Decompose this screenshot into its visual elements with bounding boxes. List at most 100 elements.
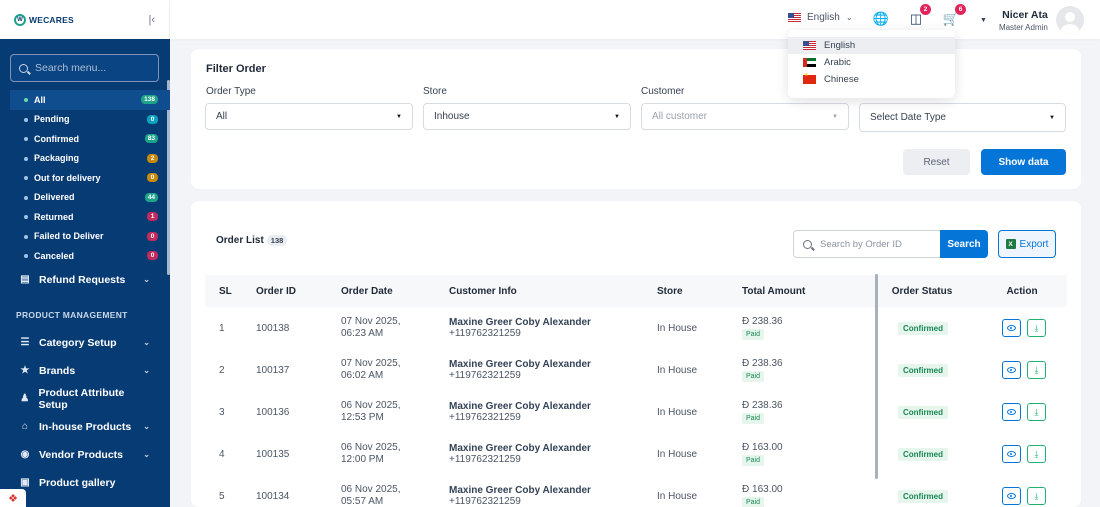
download-button[interactable]: ⤓ [1027, 445, 1046, 463]
sidebar-item-status[interactable]: All 138 [10, 90, 170, 110]
customer-name[interactable]: Maxine Greer Coby Alexander [449, 443, 591, 454]
sidebar-item-status[interactable]: Pending 0 [10, 110, 170, 130]
sidebar-item-label: Out for delivery [34, 172, 101, 183]
order-status-badge: Confirmed [898, 363, 948, 377]
download-button[interactable]: ⤓ [1027, 487, 1046, 505]
table-row: 3 100136 06 Nov 2025, 12:53 PM Maxine Greer … [205, 391, 1067, 433]
view-button[interactable] [1002, 319, 1021, 337]
sidebar-item-status[interactable]: Returned 1 [10, 207, 170, 227]
order-time: 06:23 AM [341, 328, 384, 339]
store-cell: In House [657, 322, 698, 334]
order-id-cell[interactable]: 100137 [256, 364, 290, 376]
order-date-cell: 06 Nov 2025, 05:57 AM [341, 475, 449, 507]
sidebar-item-status[interactable]: Failed to Deliver 0 [10, 227, 170, 247]
brand-name: WECARES [29, 14, 74, 25]
order-status-badge: Confirmed [898, 405, 948, 419]
messages-icon[interactable]: ◫ 2 [908, 4, 931, 27]
store-label: Store [423, 86, 447, 97]
order-count-badge: 138 [266, 235, 288, 246]
user-role: Master Admin [998, 22, 1048, 32]
customer-name[interactable]: Maxine Greer Coby Alexander [449, 485, 591, 496]
column-header: SL [219, 285, 232, 297]
language-option[interactable]: Arabic [788, 54, 955, 71]
language-option[interactable]: Chinese [788, 71, 955, 88]
store-select[interactable]: Inhouse ▼ [423, 103, 631, 130]
download-icon: ⤓ [1034, 448, 1039, 459]
view-button[interactable] [1002, 361, 1021, 379]
user-menu[interactable]: ▼ Nicer Ata Master Admin [980, 6, 1084, 34]
view-button[interactable] [1002, 445, 1021, 463]
download-button[interactable]: ⤓ [1027, 403, 1046, 421]
language-option[interactable]: English [788, 37, 955, 54]
cart-icon[interactable]: 🛒 6 [943, 4, 966, 27]
sidebar-item-product[interactable]: ♟ Product Attribute Setup [0, 385, 170, 413]
collapse-sidebar-icon[interactable]: |‹ [148, 13, 155, 26]
sidebar-item-status[interactable]: Delivered 44 [10, 188, 170, 208]
sidebar-item-label: Brands [39, 364, 76, 377]
view-button[interactable] [1002, 403, 1021, 421]
order-id-cell[interactable]: 100134 [256, 490, 290, 502]
sidebar-search[interactable] [10, 54, 159, 82]
order-search-input[interactable] [820, 238, 930, 250]
logo[interactable]: W WECARES [14, 13, 74, 26]
total-amount-cell: Đ 238.36 Paid [742, 391, 867, 433]
sidebar-item-status[interactable]: Packaging 2 [10, 149, 170, 169]
export-button[interactable]: X Export [998, 230, 1056, 258]
sidebar-item-status[interactable]: Canceled 0 [10, 246, 170, 266]
order-search-box[interactable] [793, 230, 941, 258]
payment-status-badge: Paid [742, 413, 765, 424]
download-button[interactable]: ⤓ [1027, 361, 1046, 379]
sidebar-item-product[interactable]: ▣ Product gallery [0, 469, 170, 497]
customer-select[interactable]: All customer ▼ [641, 103, 849, 130]
top-header: English ⌄ 🌐 ◫ 2 🛒 6 ▼ Nicer Ata Master A… [170, 0, 1100, 39]
amount-line: Đ 163.00 [742, 484, 867, 495]
ae-flag-icon [803, 58, 816, 67]
sidebar-item-product[interactable]: ◉ Vendor Products ⌄ [0, 441, 170, 469]
column-header: Order ID [256, 285, 297, 297]
eye-icon [1007, 451, 1016, 457]
order-id-cell[interactable]: 100135 [256, 448, 290, 460]
table-row: 2 100137 07 Nov 2025, 06:02 AM Maxine Greer … [205, 349, 1067, 391]
order-type-select[interactable]: All ▼ [205, 103, 413, 130]
sidebar-item-label: Product Attribute Setup [38, 386, 125, 411]
sidebar-item-label: All [34, 94, 46, 105]
globe-icon[interactable]: 🌐 [872, 11, 890, 26]
cart-badge: 6 [955, 4, 966, 15]
sidebar-item-refund-requests[interactable]: ▤ Refund Requests ⌄ [0, 266, 170, 294]
view-button[interactable] [1002, 487, 1021, 505]
customer-name[interactable]: Maxine Greer Coby Alexander [449, 317, 591, 328]
store-cell: In House [657, 364, 698, 376]
download-button[interactable]: ⤓ [1027, 319, 1046, 337]
sl-cell: 5 [219, 490, 225, 502]
us-flag-icon [788, 13, 801, 22]
language-selector[interactable]: English ⌄ [788, 12, 853, 23]
sidebar: W WECARES |‹ All 138 Pending 0 Confirmed 83 Pa… [0, 0, 170, 507]
total-amount-cell: Đ 163.00 Paid [742, 475, 867, 507]
order-date: 07 Nov 2025, [341, 357, 401, 369]
order-date: 06 Nov 2025, [341, 399, 401, 411]
action-cell: ⤓ [977, 391, 1067, 433]
table-scrollbar[interactable] [875, 274, 878, 479]
sidebar-item-product[interactable]: ★ Brands ⌄ [0, 357, 170, 385]
chevron-down-icon: ⌄ [845, 13, 853, 22]
reset-button[interactable]: Reset [903, 149, 970, 175]
action-cell: ⤓ [977, 475, 1067, 507]
avatar[interactable] [1055, 6, 1084, 34]
order-id-cell[interactable]: 100138 [256, 322, 290, 334]
customer-name[interactable]: Maxine Greer Coby Alexander [449, 359, 591, 370]
sidebar-scrollbar[interactable] [167, 80, 170, 275]
date-type-select[interactable]: Select Date Type ▼ [859, 103, 1066, 132]
order-id-cell[interactable]: 100136 [256, 406, 290, 418]
sidebar-item-status[interactable]: Out for delivery 0 [10, 168, 170, 188]
sidebar-item-status[interactable]: Confirmed 83 [10, 129, 170, 149]
store-value: Inhouse [434, 111, 470, 122]
show-data-button[interactable]: Show data [981, 149, 1066, 175]
sidebar-search-input[interactable] [35, 62, 145, 74]
customer-name[interactable]: Maxine Greer Coby Alexander [449, 401, 591, 412]
sidebar-item-product[interactable]: ☰ Category Setup ⌄ [0, 329, 170, 357]
sidebar-item-product[interactable]: ⌂ In-house Products ⌄ [0, 413, 170, 441]
amount-line: Đ 238.36 [742, 316, 867, 327]
payment-status-badge: Paid [742, 497, 765, 507]
column-header: Order Date [341, 285, 393, 297]
search-button[interactable]: Search [940, 230, 988, 258]
